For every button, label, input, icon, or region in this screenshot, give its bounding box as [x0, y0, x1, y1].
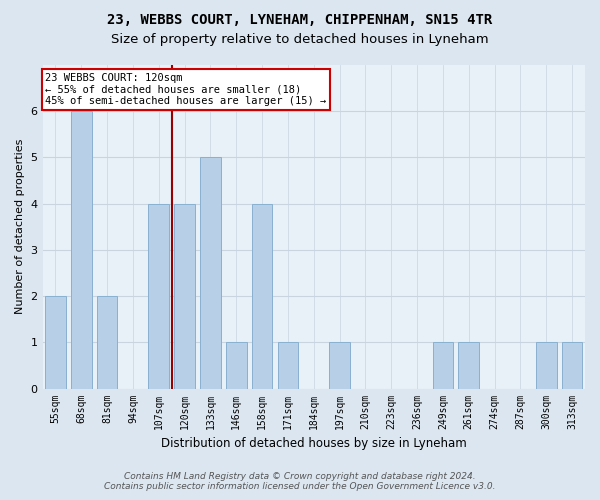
X-axis label: Distribution of detached houses by size in Lyneham: Distribution of detached houses by size …	[161, 437, 467, 450]
Bar	[536, 342, 557, 388]
Bar	[278, 342, 298, 388]
Bar	[148, 204, 169, 388]
Bar	[433, 342, 453, 388]
Bar	[226, 342, 247, 388]
Bar	[329, 342, 350, 388]
Text: 23 WEBBS COURT: 120sqm
← 55% of detached houses are smaller (18)
45% of semi-det: 23 WEBBS COURT: 120sqm ← 55% of detached…	[45, 73, 326, 106]
Bar	[562, 342, 583, 388]
Text: Size of property relative to detached houses in Lyneham: Size of property relative to detached ho…	[111, 32, 489, 46]
Bar	[71, 111, 92, 388]
Y-axis label: Number of detached properties: Number of detached properties	[15, 139, 25, 314]
Text: Contains HM Land Registry data © Crown copyright and database right 2024.
Contai: Contains HM Land Registry data © Crown c…	[104, 472, 496, 491]
Bar	[200, 158, 221, 388]
Text: 23, WEBBS COURT, LYNEHAM, CHIPPENHAM, SN15 4TR: 23, WEBBS COURT, LYNEHAM, CHIPPENHAM, SN…	[107, 12, 493, 26]
Bar	[252, 204, 272, 388]
Bar	[97, 296, 118, 388]
Bar	[45, 296, 66, 388]
Bar	[174, 204, 195, 388]
Bar	[458, 342, 479, 388]
